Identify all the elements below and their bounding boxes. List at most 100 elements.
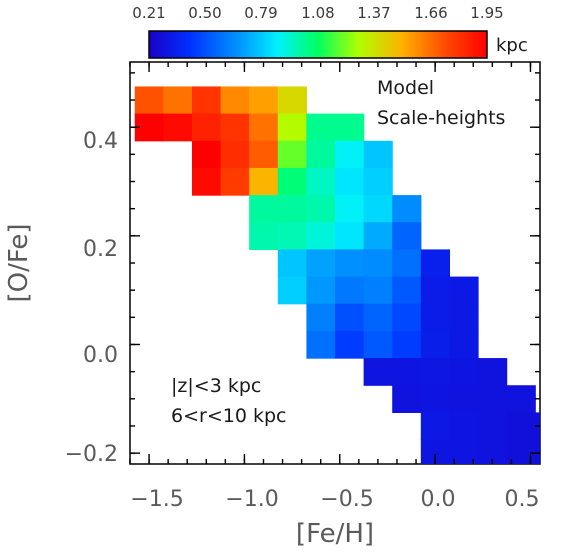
heatmap-cell-39 xyxy=(392,222,422,251)
heatmap-cell-19 xyxy=(335,140,365,169)
heatmap-cell-59 xyxy=(306,330,336,359)
heatmap-cell-45 xyxy=(420,249,451,278)
heatmap-cell-48 xyxy=(335,276,365,305)
cut-line-r: 6<r<10 kpc xyxy=(171,405,286,427)
heatmap-cell-10 xyxy=(249,113,279,142)
heatmap-cell-8 xyxy=(191,113,222,142)
heatmap-cell-41 xyxy=(306,249,336,278)
heatmap-cell-5 xyxy=(277,86,307,115)
heatmap-cell-25 xyxy=(306,167,336,196)
heatmap-cell-51 xyxy=(420,276,451,305)
heatmap-cell-11 xyxy=(277,113,307,142)
heatmap-cell-35 xyxy=(277,222,307,251)
y-tick-label-0: −0.2 xyxy=(65,442,118,467)
heatmap-cell-14 xyxy=(191,140,222,169)
heatmap-cell-33 xyxy=(392,195,422,223)
heatmap-cell-72 xyxy=(449,385,479,413)
heatmap-cell-7 xyxy=(163,113,193,142)
heatmap-cell-23 xyxy=(249,167,279,196)
heatmap-cell-22 xyxy=(220,167,250,196)
heatmap-cell-12 xyxy=(306,113,336,142)
heatmap-cell-34 xyxy=(249,222,279,251)
heatmap-cell-17 xyxy=(277,140,307,169)
heatmap-cell-50 xyxy=(392,276,422,305)
heatmap-cell-21 xyxy=(191,167,222,196)
heatmap-cell-58 xyxy=(449,303,479,332)
x-tick-label-0: −1.5 xyxy=(130,487,183,512)
heatmap-cell-70 xyxy=(392,385,422,413)
heatmap-cell-61 xyxy=(363,330,393,359)
legend-line-model: Model xyxy=(377,77,434,99)
heatmap-cell-78 xyxy=(506,412,536,441)
y-tick-label-1: 0.0 xyxy=(83,343,118,368)
heatmap-cell-13 xyxy=(335,113,365,142)
heatmap-cell-60 xyxy=(335,330,365,359)
heatmap-cell-62 xyxy=(392,330,422,359)
heatmap-cell-18 xyxy=(306,140,336,169)
heatmap-cell-42 xyxy=(335,249,365,278)
heatmap-cell-3 xyxy=(220,86,250,115)
cut-line-z: |z|<3 kpc xyxy=(171,375,261,397)
x-tick-label-3: 0.0 xyxy=(421,487,456,512)
heatmap-cell-47 xyxy=(306,276,336,305)
heatmap-cell-30 xyxy=(306,195,336,223)
heatmap-cell-4 xyxy=(249,86,279,115)
heatmap-cell-74 xyxy=(506,385,536,413)
heatmap-cell-38 xyxy=(363,222,393,251)
heatmap-cell-27 xyxy=(363,167,393,196)
y-axis-title: [O/Fe] xyxy=(4,223,34,302)
y-tick-label-3: 0.4 xyxy=(83,129,118,154)
heatmap-cell-71 xyxy=(420,385,451,413)
y-axis-tick-labels: −0.2 0.0 0.2 0.4 xyxy=(65,129,118,467)
colorbar-tick-label-2: 0.79 xyxy=(244,4,277,22)
heatmap-cell-57 xyxy=(420,303,451,332)
heatmap-cell-43 xyxy=(363,249,393,278)
x-axis-tick-labels: −1.5 −1.0 −0.5 0.0 0.5 xyxy=(130,487,539,512)
heatmap-cell-49 xyxy=(363,276,393,305)
heatmap-cell-75 xyxy=(420,412,451,441)
heatmap-cell-63 xyxy=(420,330,451,359)
heatmap-cell-67 xyxy=(420,358,451,386)
heatmap-cell-54 xyxy=(335,303,365,332)
axis-ticks xyxy=(129,62,540,464)
colorbar-tick-label-3: 1.08 xyxy=(301,4,334,22)
heatmap-cell-44 xyxy=(392,249,422,278)
heatmap-cell-29 xyxy=(277,195,307,223)
colorbar: 0.21 0.50 0.79 1.08 1.37 1.66 1.95 kpc xyxy=(132,4,528,59)
heatmap-cell-24 xyxy=(277,167,307,196)
heatmap-cell-32 xyxy=(363,195,393,223)
heatmap-cell-20 xyxy=(363,140,393,169)
heatmap-cell-37 xyxy=(335,222,365,251)
heatmap-cell-26 xyxy=(335,167,365,196)
legend-line-scale-heights: Scale-heights xyxy=(377,107,505,129)
heatmap-cell-66 xyxy=(392,358,422,386)
colorbar-gradient xyxy=(148,30,488,59)
colorbar-tick-label-5: 1.66 xyxy=(414,4,447,22)
y-tick-label-2: 0.2 xyxy=(83,237,118,262)
colorbar-unit: kpc xyxy=(496,35,528,56)
heatmap-cell-83 xyxy=(535,439,540,464)
colorbar-tick-label-6: 1.95 xyxy=(470,4,503,22)
heatmap-cell-52 xyxy=(449,276,479,305)
heatmap-cell-65 xyxy=(363,358,393,386)
heatmap-cell-64 xyxy=(449,330,479,359)
heatmap-cell-77 xyxy=(478,412,508,441)
x-axis-title: [Fe/H] xyxy=(296,519,374,549)
heatmap-cell-69 xyxy=(478,358,508,386)
heatmap-cell-2 xyxy=(191,86,222,115)
heatmap-cell-1 xyxy=(163,86,193,115)
heatmap-cell-46 xyxy=(277,276,307,305)
heatmap-cell-73 xyxy=(478,385,508,413)
heatmap-cell-36 xyxy=(306,222,336,251)
colorbar-tick-label-4: 1.37 xyxy=(357,4,390,22)
heatmap-cell-9 xyxy=(220,113,250,142)
heatmap-cell-40 xyxy=(277,249,307,278)
heatmap-cell-0 xyxy=(134,86,164,115)
x-tick-label-4: 0.5 xyxy=(505,487,540,512)
x-tick-label-2: −0.5 xyxy=(320,487,373,512)
colorbar-tick-label-0: 0.21 xyxy=(132,4,165,22)
heatmap-cell-68 xyxy=(449,358,479,386)
x-tick-label-1: −1.0 xyxy=(225,487,278,512)
heatmap-cell-16 xyxy=(249,140,279,169)
